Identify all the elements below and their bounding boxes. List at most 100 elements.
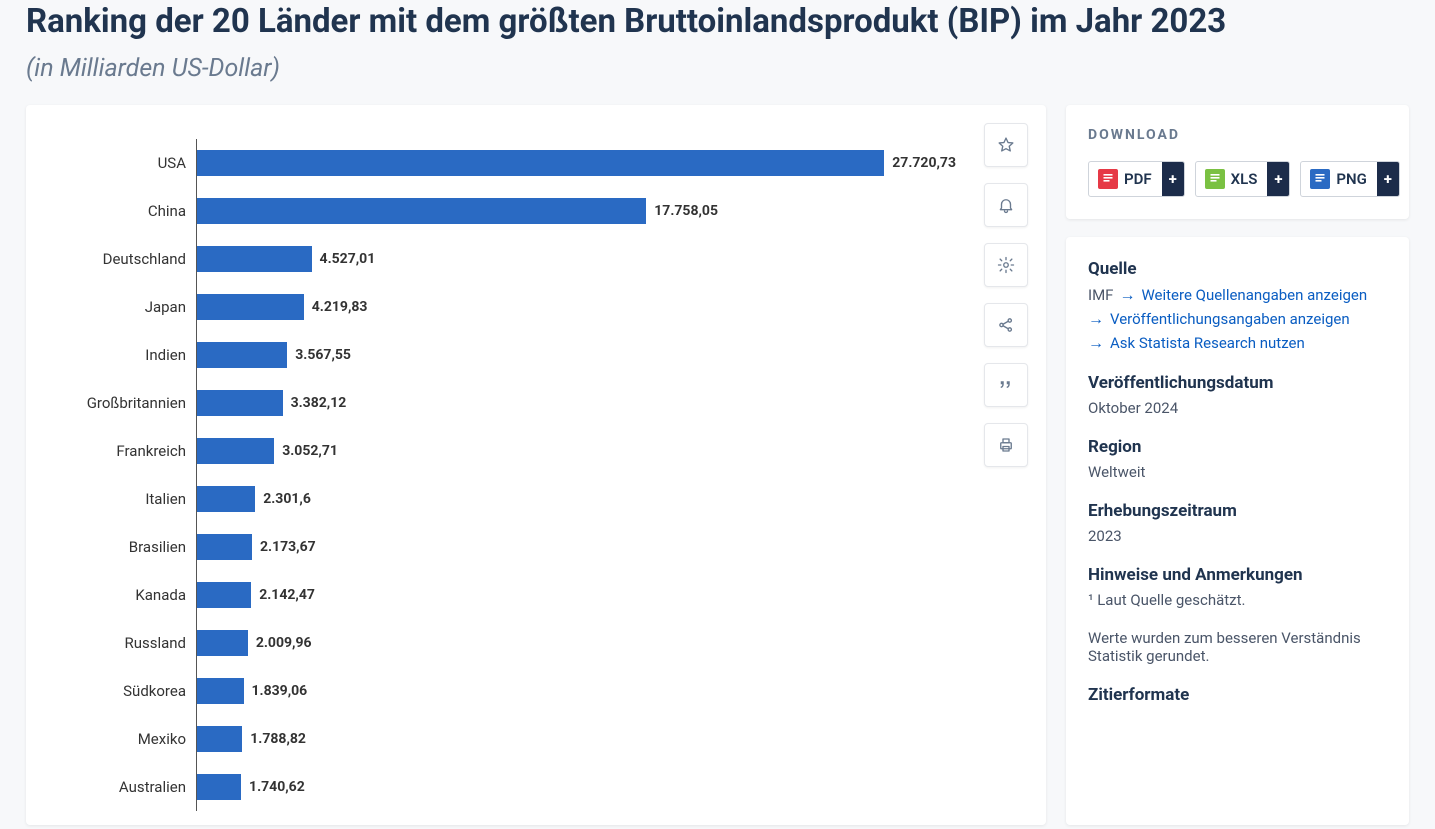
bar-value: 17.758,05 [654, 203, 718, 219]
bar-label: China [46, 202, 196, 220]
download-pdf-button[interactable]: PDF+ [1088, 161, 1185, 197]
download-label: XLS [1231, 170, 1268, 188]
bar-fill [197, 534, 252, 560]
hinweise-extra: Werte wurden zum besseren Verständnis St… [1088, 629, 1409, 665]
bar-row: Deutschland 4.527,01 [46, 235, 956, 283]
bar-fill [197, 390, 283, 416]
bar-row: Japan 4.219,83 [46, 283, 956, 331]
zitier-heading: Zitierformate [1088, 685, 1409, 705]
erhebung-heading: Erhebungszeitraum [1088, 501, 1409, 521]
bar-value: 1.839,06 [252, 683, 308, 699]
quelle-value: IMF [1088, 286, 1113, 304]
quote-icon[interactable] [984, 363, 1028, 407]
bar-value: 2.301,6 [263, 491, 311, 507]
bar-label: Italien [46, 490, 196, 508]
bar-value: 3.052,71 [282, 443, 338, 459]
bar-value: 2.009,96 [256, 635, 312, 651]
bar-row: Brasilien 2.173,67 [46, 523, 956, 571]
share-icon[interactable] [984, 303, 1028, 347]
bar-label: Deutschland [46, 250, 196, 268]
bar-row: Russland 2.009,96 [46, 619, 956, 667]
bar-fill [197, 246, 312, 272]
bar-value: 4.219,83 [312, 299, 368, 315]
plus-icon[interactable]: + [1267, 162, 1289, 196]
bar-value: 1.788,82 [250, 731, 306, 747]
meta-link[interactable]: Veröffentlichungsangaben anzeigen [1110, 310, 1350, 328]
bar-row: USA 27.720,73 [46, 139, 956, 187]
bar-label: Indien [46, 346, 196, 364]
bar-fill [197, 630, 248, 656]
hinweise-heading: Hinweise und Anmerkungen [1088, 565, 1409, 585]
chart-action-column [984, 123, 1028, 467]
bar-label: Frankreich [46, 442, 196, 460]
download-label: PDF [1124, 170, 1162, 188]
bar-value: 2.142,47 [259, 587, 315, 603]
file-icon [1098, 169, 1118, 189]
bar-value: 1.740,62 [249, 779, 305, 795]
hinweise-value: ¹ Laut Quelle geschätzt. [1088, 591, 1409, 609]
page-subtitle: (in Milliarden US-Dollar) [26, 54, 1409, 83]
bar-fill [197, 678, 244, 704]
star-icon[interactable] [984, 123, 1028, 167]
bar-fill [197, 486, 255, 512]
download-card: DOWNLOAD PDF+XLS+PNG+ [1066, 105, 1409, 219]
bar-row: Indien 3.567,55 [46, 331, 956, 379]
bar-row: Frankreich 3.052,71 [46, 427, 956, 475]
bar-fill [197, 582, 251, 608]
bar-fill [197, 726, 242, 752]
meta-card: Quelle IMF → Weitere Quellenangaben anzeig… [1066, 237, 1409, 825]
bell-icon[interactable] [984, 183, 1028, 227]
bar-fill [197, 774, 241, 800]
bar-row: Australien 1.740,62 [46, 763, 956, 811]
bar-value: 4.527,01 [320, 251, 376, 267]
bar-row: Südkorea 1.839,06 [46, 667, 956, 715]
bar-row: China 17.758,05 [46, 187, 956, 235]
bar-label: Australien [46, 778, 196, 796]
meta-link[interactable]: Ask Statista Research nutzen [1110, 334, 1305, 352]
bar-row: Großbritannien 3.382,12 [46, 379, 956, 427]
bar-label: Südkorea [46, 682, 196, 700]
bar-label: Russland [46, 634, 196, 652]
veroeff-heading: Veröffentlichungsdatum [1088, 373, 1409, 393]
bar-fill [197, 342, 287, 368]
plus-icon[interactable]: + [1162, 162, 1184, 196]
region-value: Weltweit [1088, 463, 1409, 481]
bar-fill [197, 438, 274, 464]
arrow-icon: → [1088, 309, 1104, 329]
veroeff-value: Oktober 2024 [1088, 399, 1409, 417]
bar-label: USA [46, 154, 196, 172]
bar-fill [197, 198, 646, 224]
bar-value: 2.173,67 [260, 539, 316, 555]
download-png-button[interactable]: PNG+ [1300, 161, 1399, 197]
bar-value: 27.720,73 [892, 155, 956, 171]
page-title: Ranking der 20 Länder mit dem größten Br… [26, 2, 1409, 42]
arrow-icon: → [1119, 285, 1135, 305]
print-icon[interactable] [984, 423, 1028, 467]
file-icon [1310, 169, 1330, 189]
bar-label: Brasilien [46, 538, 196, 556]
bar-chart: USA 27.720,73 China 17.758,05 Deutschland 4.5… [46, 129, 1026, 811]
bar-row: Kanada 2.142,47 [46, 571, 956, 619]
region-heading: Region [1088, 437, 1409, 457]
bar-value: 3.382,12 [291, 395, 347, 411]
bar-value: 3.567,55 [295, 347, 351, 363]
bar-label: Japan [46, 298, 196, 316]
bar-fill [197, 150, 884, 176]
plus-icon[interactable]: + [1377, 162, 1399, 196]
bar-fill [197, 294, 304, 320]
download-xls-button[interactable]: XLS+ [1195, 161, 1291, 197]
quelle-heading: Quelle [1088, 259, 1409, 279]
bar-row: Italien 2.301,6 [46, 475, 956, 523]
download-label: PNG [1336, 170, 1376, 188]
erhebung-value: 2023 [1088, 527, 1409, 545]
bar-row: Mexiko 1.788,82 [46, 715, 956, 763]
bar-label: Kanada [46, 586, 196, 604]
quelle-link[interactable]: Weitere Quellenangaben anzeigen [1141, 286, 1367, 304]
gear-icon[interactable] [984, 243, 1028, 287]
bar-label: Mexiko [46, 730, 196, 748]
bar-label: Großbritannien [46, 394, 196, 412]
chart-card: USA 27.720,73 China 17.758,05 Deutschland 4.5… [26, 105, 1046, 825]
arrow-icon: → [1088, 333, 1104, 353]
download-heading: DOWNLOAD [1088, 127, 1409, 143]
file-icon [1205, 169, 1225, 189]
